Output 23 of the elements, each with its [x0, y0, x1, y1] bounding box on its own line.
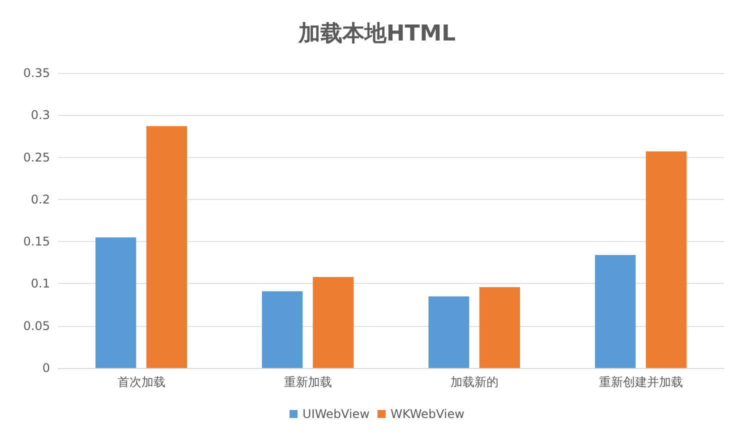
bar	[262, 291, 303, 368]
y-tick-label: 0	[42, 361, 50, 375]
bar	[479, 287, 520, 368]
x-tick-label: 重新创建并加载	[598, 375, 683, 389]
bar	[594, 255, 636, 368]
bar	[646, 151, 687, 368]
y-tick-label: 0.05	[23, 318, 50, 333]
bar	[312, 276, 354, 368]
y-tick-label: 0.35	[23, 66, 50, 80]
x-tick-label: 加载新的	[450, 375, 498, 389]
chart-title: 加载本地HTML	[297, 22, 456, 46]
legend-label: UIWebView	[302, 407, 370, 421]
y-tick-label: 0.15	[23, 234, 50, 249]
y-tick-label: 0.25	[23, 150, 50, 164]
bar	[428, 296, 470, 368]
bar	[95, 237, 136, 368]
legend-label: WKWebView	[390, 407, 465, 421]
y-tick-label: 0.3	[30, 108, 50, 122]
y-tick-label: 0.1	[30, 276, 50, 291]
y-tick-label: 0.2	[30, 192, 50, 206]
x-tick-label: 首次加载	[117, 375, 166, 389]
x-tick-label: 重新加载	[284, 375, 332, 389]
bar	[146, 126, 188, 368]
